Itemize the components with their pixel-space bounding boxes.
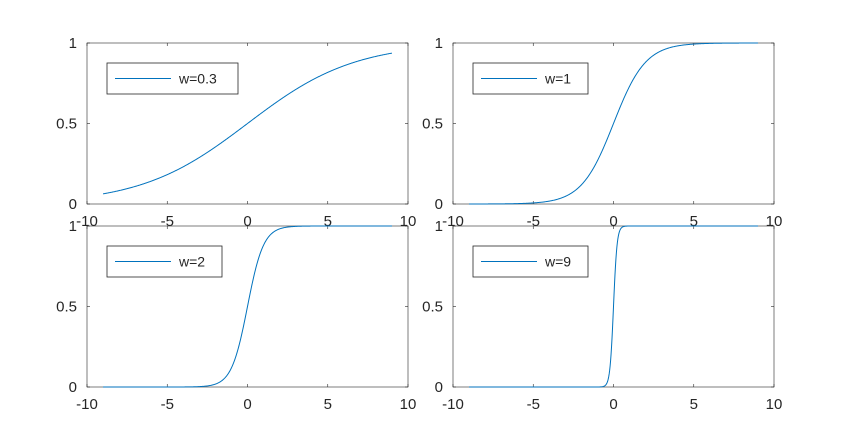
y-tick-label: 0.5 — [56, 299, 77, 316]
x-tick-label: 10 — [400, 396, 417, 413]
y-tick-label: 1 — [435, 35, 443, 52]
y-tick-label: 0 — [435, 379, 443, 396]
series-line-w=0.3 — [102, 52, 393, 195]
legend-label: w=0.3 — [178, 71, 217, 87]
legend-label: w=9 — [544, 254, 571, 270]
x-tick-label: -5 — [527, 396, 540, 413]
y-tick-label: 1 — [69, 218, 77, 235]
legend: w=2 — [106, 245, 223, 278]
series-line-w=2 — [103, 225, 392, 388]
y-tick-label: 0.5 — [422, 299, 443, 316]
series-line-w=1 — [469, 42, 758, 205]
legend: w=0.3 — [106, 62, 239, 95]
y-tick-label: 0 — [69, 379, 77, 396]
subplot-3: -10 -5 0 5 10 0 0.5 1 w=2 — [56, 218, 416, 413]
subplot-4: -10 -5 0 5 10 0 0.5 1 w=9 — [422, 218, 782, 413]
x-tick-label: 5 — [690, 213, 698, 230]
x-tick-label: 0 — [609, 396, 617, 413]
legend-label: w=1 — [544, 71, 571, 87]
x-tick-label: 5 — [324, 396, 332, 413]
x-tick-label: 5 — [324, 213, 332, 230]
y-tick-label: 1 — [69, 35, 77, 52]
y-tick-label: 0 — [435, 196, 443, 213]
x-tick-label: 0 — [243, 213, 251, 230]
x-tick-label: -5 — [161, 396, 174, 413]
legend: w=9 — [472, 245, 589, 278]
y-tick-label: 0.5 — [56, 116, 77, 133]
y-tick-label: 0 — [69, 196, 77, 213]
series-line-w=9 — [469, 225, 758, 388]
x-tick-label: 10 — [766, 396, 783, 413]
y-tick-label: 1 — [435, 218, 443, 235]
legend: w=1 — [472, 62, 589, 95]
y-tick-label: 0.5 — [422, 116, 443, 133]
x-tick-label: 0 — [609, 213, 617, 230]
x-tick-label: 0 — [243, 396, 251, 413]
x-tick-label: -10 — [442, 396, 464, 413]
legend-label: w=2 — [178, 254, 205, 270]
x-tick-label: -10 — [76, 396, 98, 413]
x-tick-label: 5 — [690, 396, 698, 413]
